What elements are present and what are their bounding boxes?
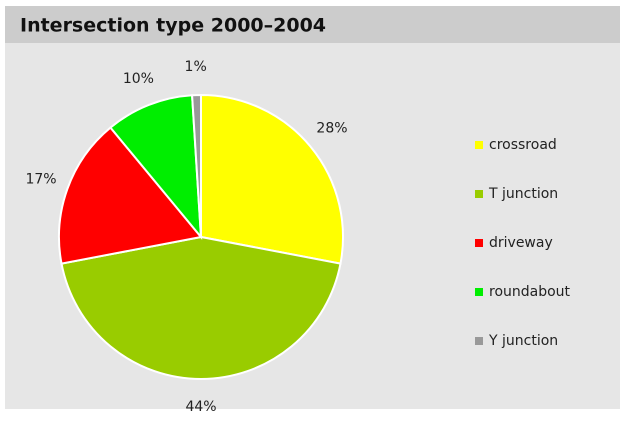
- pie-slice: [58, 126, 203, 265]
- legend-label: roundabout: [489, 284, 571, 300]
- legend-label: T junction: [488, 186, 558, 202]
- pie-slice: [200, 93, 344, 265]
- pie-slice: [60, 235, 342, 380]
- slice-label: 10%: [123, 71, 154, 87]
- pie-slice: [191, 93, 202, 238]
- slice-label: 28%: [316, 121, 347, 137]
- pie-slice: [109, 94, 203, 241]
- header-bar: [5, 6, 620, 43]
- legend-swatch: [475, 288, 483, 296]
- legend-label: crossroad: [489, 137, 557, 153]
- legend-swatch: [475, 239, 483, 247]
- slice-label: 44%: [185, 399, 216, 415]
- legend-swatch: [475, 190, 483, 198]
- chart-title: Intersection type 2000–2004: [20, 15, 326, 37]
- legend-swatch: [475, 337, 483, 345]
- slice-label: 1%: [185, 59, 207, 75]
- legend-swatch: [475, 141, 483, 149]
- slice-label: 17%: [25, 171, 56, 187]
- legend-label: driveway: [489, 235, 553, 251]
- legend-label: Y junction: [488, 333, 558, 349]
